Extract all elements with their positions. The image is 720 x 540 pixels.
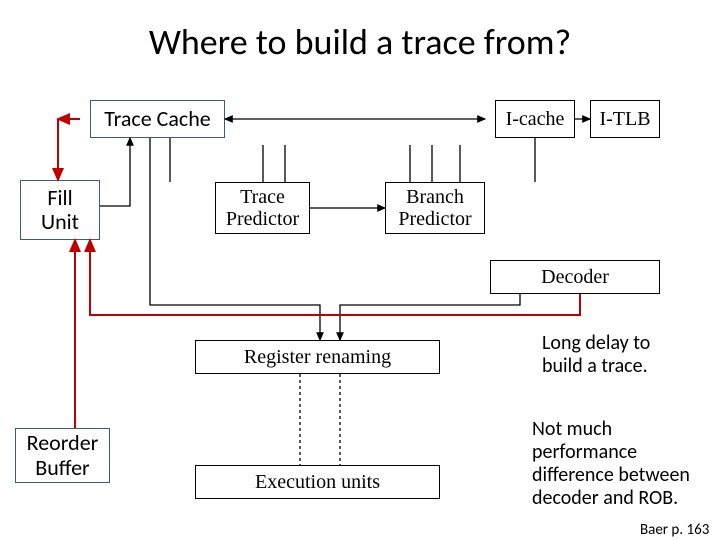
box-reg-rename: Register renaming xyxy=(195,340,440,374)
box-decoder: Decoder xyxy=(490,260,660,294)
box-i-tlb: I-TLB xyxy=(590,100,660,138)
box-fill-unit: FillUnit xyxy=(20,180,100,240)
box-i-cache: I-cache xyxy=(495,100,575,138)
box-reorder-buffer: ReorderBuffer xyxy=(15,428,110,483)
annotation-long-delay: Long delay tobuild a trace. xyxy=(542,332,650,378)
annotation-not-much: Not muchperformancedifference betweendec… xyxy=(532,418,690,510)
slide-title: Where to build a trace from? xyxy=(0,20,720,64)
box-trace-cache: Trace Cache xyxy=(90,100,225,138)
citation: Baer p. 163 xyxy=(640,521,709,539)
box-branch-pred: BranchPredictor xyxy=(385,182,485,234)
box-exec-units: Execution units xyxy=(195,465,440,499)
box-trace-pred: TracePredictor xyxy=(215,182,310,234)
